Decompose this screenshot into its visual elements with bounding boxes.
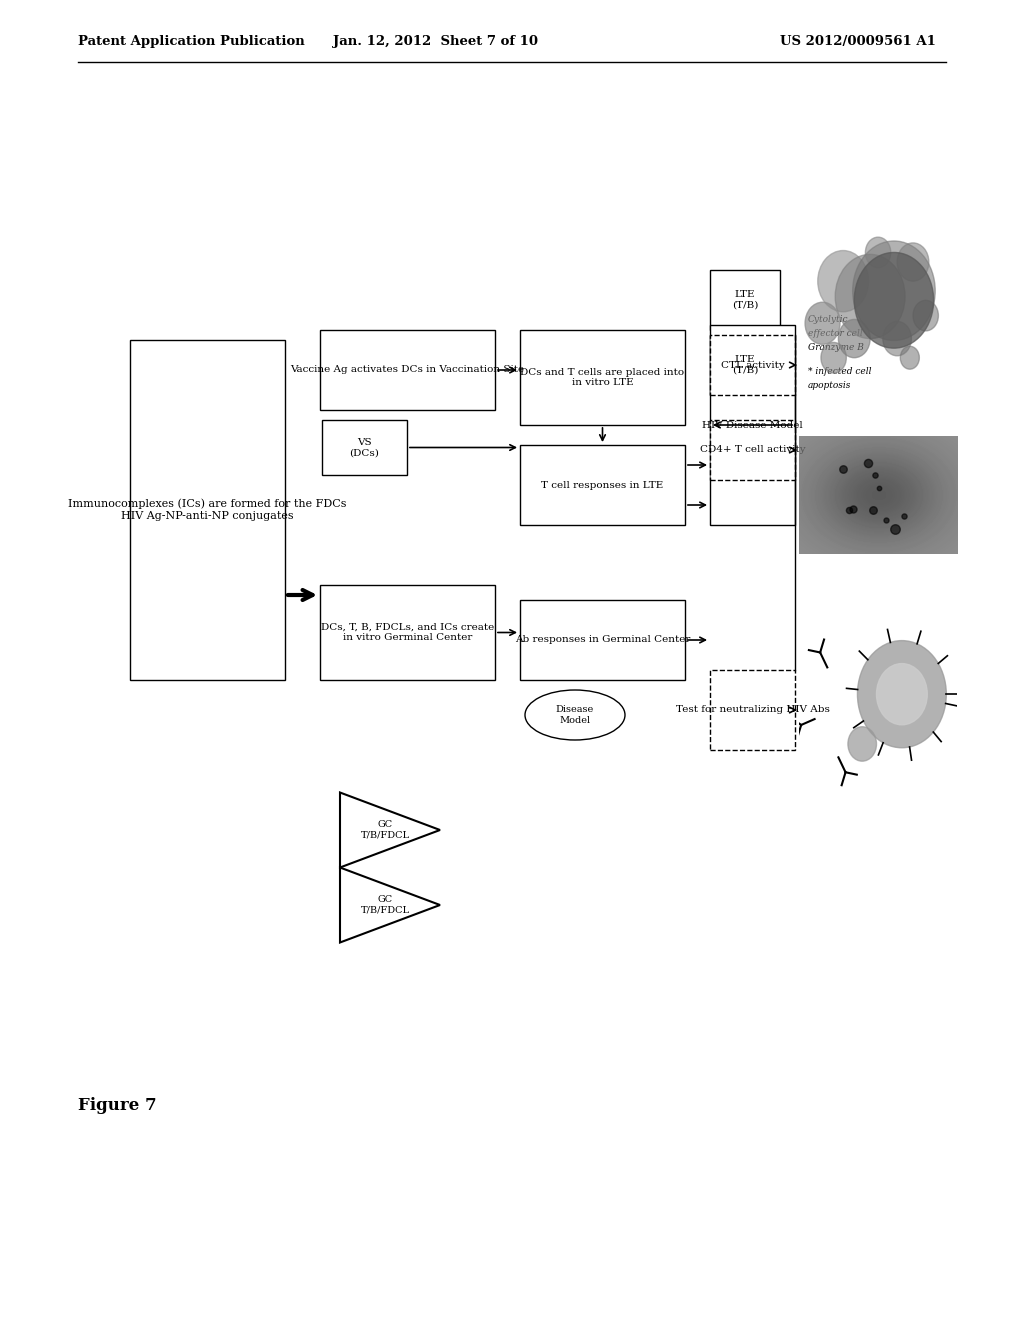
Text: T cell responses in LTE: T cell responses in LTE [542, 480, 664, 490]
Text: DCs, T, B, FDCLs, and ICs create
in vitro Germinal Center: DCs, T, B, FDCLs, and ICs create in vitr… [321, 623, 495, 643]
Circle shape [848, 727, 877, 762]
Ellipse shape [525, 690, 625, 741]
Text: Jan. 12, 2012  Sheet 7 of 10: Jan. 12, 2012 Sheet 7 of 10 [333, 36, 538, 49]
Circle shape [877, 664, 928, 725]
Text: GC
T/B/FDCL: GC T/B/FDCL [360, 895, 410, 915]
Text: * infected cell: * infected cell [808, 367, 871, 376]
Text: LTE
(T/B): LTE (T/B) [732, 355, 758, 375]
FancyBboxPatch shape [710, 671, 795, 750]
Circle shape [839, 319, 870, 358]
Text: HIV Disease Model: HIV Disease Model [702, 421, 803, 429]
FancyBboxPatch shape [710, 420, 795, 480]
Circle shape [883, 321, 911, 356]
FancyBboxPatch shape [130, 341, 285, 680]
FancyBboxPatch shape [520, 601, 685, 680]
FancyBboxPatch shape [520, 445, 685, 525]
Text: Figure 7: Figure 7 [78, 1097, 157, 1114]
Text: GC
T/B/FDCL: GC T/B/FDCL [360, 820, 410, 840]
Text: effector cell: effector cell [808, 329, 863, 338]
Text: Ab responses in Germinal Center: Ab responses in Germinal Center [515, 635, 690, 644]
FancyBboxPatch shape [710, 335, 795, 395]
Text: Test for neutralizing HIV Abs: Test for neutralizing HIV Abs [676, 705, 829, 714]
Text: Immunocomplexes (ICs) are formed for the FDCs
HIV Ag-NP-anti-NP conjugates: Immunocomplexes (ICs) are formed for the… [69, 499, 347, 521]
Circle shape [821, 342, 847, 374]
Text: Vaccine Ag activates DCs in Vaccination Site: Vaccine Ag activates DCs in Vaccination … [291, 366, 524, 375]
Text: Granzyme B: Granzyme B [808, 343, 864, 352]
FancyBboxPatch shape [319, 330, 495, 411]
Text: CTL activity: CTL activity [721, 360, 784, 370]
FancyBboxPatch shape [322, 420, 407, 475]
Text: Disease
Model: Disease Model [556, 705, 594, 725]
Circle shape [900, 346, 920, 370]
Text: Patent Application Publication: Patent Application Publication [78, 36, 305, 49]
FancyBboxPatch shape [710, 271, 780, 330]
Text: VS
(DCs): VS (DCs) [349, 438, 380, 457]
Text: CD4+ T cell activity: CD4+ T cell activity [699, 446, 805, 454]
FancyBboxPatch shape [520, 330, 685, 425]
Text: LTE
(T/B): LTE (T/B) [732, 290, 758, 310]
Circle shape [805, 302, 840, 345]
Circle shape [836, 255, 905, 339]
Text: apoptosis: apoptosis [808, 380, 851, 389]
Text: Cytolytic: Cytolytic [808, 315, 849, 325]
FancyBboxPatch shape [710, 335, 780, 395]
Text: DCs and T cells are placed into
in vitro LTE: DCs and T cells are placed into in vitro… [520, 368, 685, 387]
Circle shape [897, 243, 929, 281]
Circle shape [865, 238, 891, 268]
Circle shape [854, 252, 934, 348]
Polygon shape [340, 867, 440, 942]
Circle shape [857, 640, 946, 747]
Text: US 2012/0009561 A1: US 2012/0009561 A1 [780, 36, 936, 49]
Polygon shape [340, 792, 440, 867]
Circle shape [818, 251, 868, 312]
FancyBboxPatch shape [319, 585, 495, 680]
Circle shape [913, 301, 938, 331]
Circle shape [853, 242, 935, 341]
FancyBboxPatch shape [710, 325, 795, 525]
